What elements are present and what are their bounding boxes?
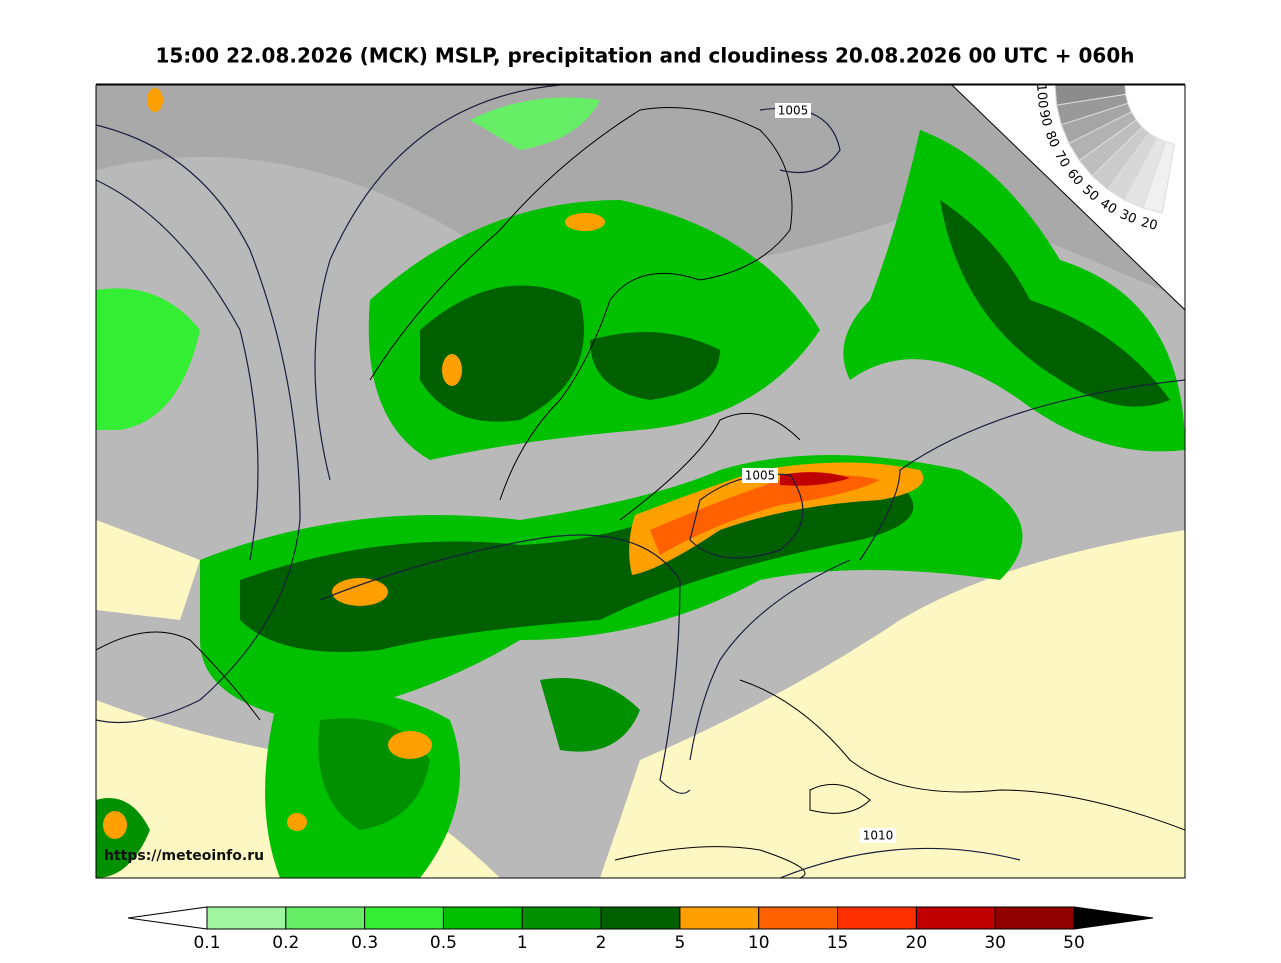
cloud-scale-label: 40 [1097, 196, 1119, 218]
cloud-scale-label: 90 [1036, 108, 1054, 128]
cloud-scale-label: 20 [1139, 215, 1159, 234]
isobar-label: 1005 [745, 469, 776, 483]
isobar-label: 1005 [778, 104, 809, 118]
cloud-scale-label: 80 [1042, 129, 1062, 150]
colorbar-segment [285, 906, 366, 930]
colorbar-segment [206, 906, 287, 930]
colorbar-segment [679, 906, 760, 930]
colorbar-label: 2 [596, 933, 607, 953]
colorbar-segment [364, 906, 444, 930]
cloud-scale-label: 100 [1033, 83, 1050, 109]
precipitation [96, 97, 1185, 878]
colorbar-label: 0.3 [351, 933, 378, 953]
cloud-scale-label: 30 [1117, 207, 1138, 227]
colorbar-segment [994, 906, 1075, 930]
map-frame [95, 84, 1186, 879]
clear-land [600, 530, 1185, 878]
isobar-label: 1010 [863, 829, 894, 843]
cloud-scale-label: 70 [1051, 148, 1072, 170]
colorbar-under [127, 906, 208, 930]
colorbar-label: 20 [906, 933, 928, 953]
colorbar-segment [915, 906, 996, 930]
clear-land [96, 520, 200, 620]
colorbar-label: 0.1 [193, 933, 220, 953]
source-url: https://meteoinfo.ru [104, 848, 264, 864]
domain-edge [951, 85, 1185, 311]
colorbar-over [1073, 906, 1154, 930]
colorbar-label: 0.2 [272, 933, 299, 953]
isobars [96, 85, 1185, 878]
colorbar-label: 10 [748, 933, 770, 953]
precip-colorbar: 0.1 0.2 0.3 0.5 1 2 5 10 15 20 30 50 [127, 906, 1154, 953]
cloud-dense [96, 85, 1185, 300]
colorbar-label: 1 [517, 933, 528, 953]
heavy-precipitation [103, 88, 924, 839]
cloud-wedge [1054, 85, 1127, 106]
colorbar-label: 30 [984, 933, 1006, 953]
isobar-label-box [860, 828, 896, 843]
colorbar-segment [758, 906, 839, 930]
colorbar-label: 5 [674, 933, 685, 953]
colorbar-label: 15 [827, 933, 849, 953]
colorbar-segment [600, 906, 681, 930]
colorbar-label: 0.5 [430, 933, 457, 953]
colorbar-segment [442, 906, 523, 930]
colorbar-label: 50 [1063, 933, 1085, 953]
isobar-label-box [742, 468, 778, 483]
coastlines [96, 107, 1185, 878]
colorbar-segment [521, 906, 602, 930]
title: 15:00 22.08.2026 (MCK) MSLP, precipitati… [155, 44, 1134, 68]
isobar-label-box [775, 103, 811, 118]
colorbar-segment [837, 906, 917, 930]
